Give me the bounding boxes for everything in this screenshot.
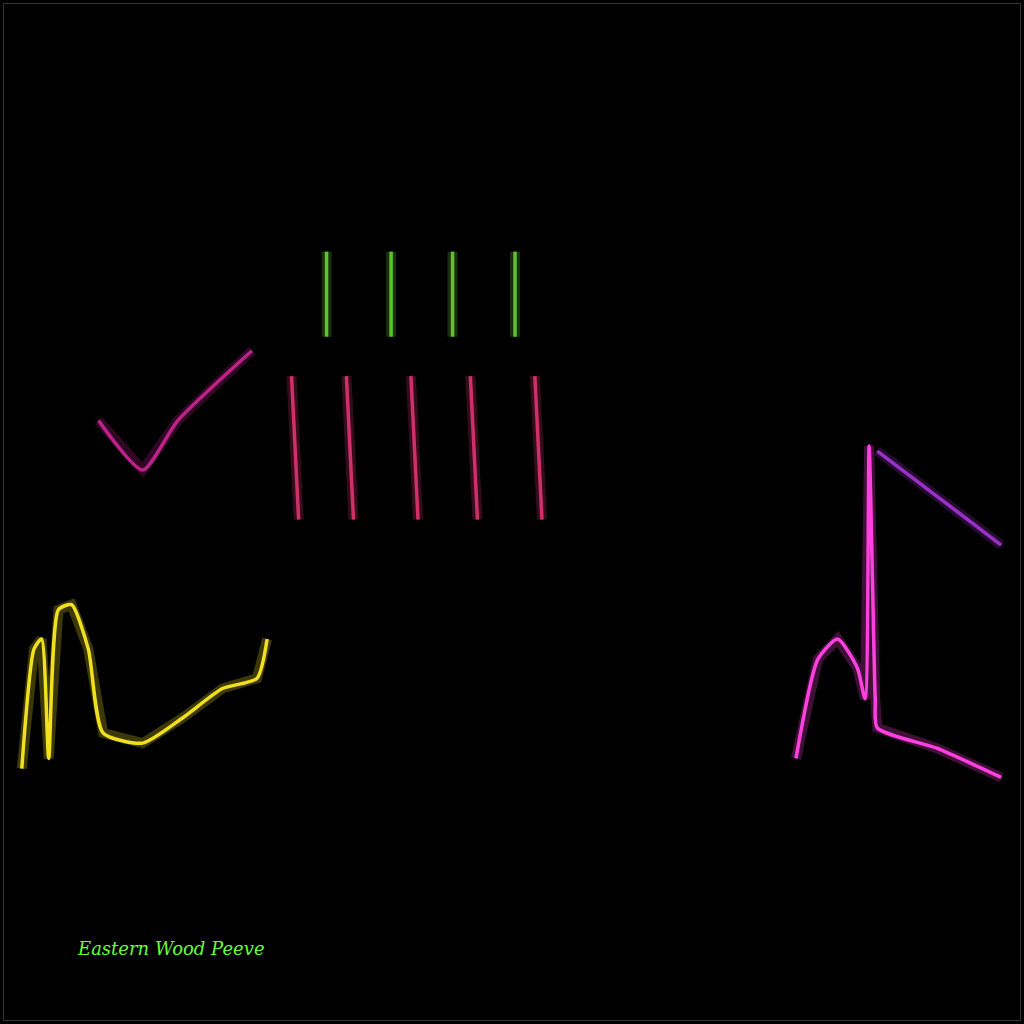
svg-text:Eastern Wood Peeve: Eastern Wood Peeve (77, 938, 265, 959)
